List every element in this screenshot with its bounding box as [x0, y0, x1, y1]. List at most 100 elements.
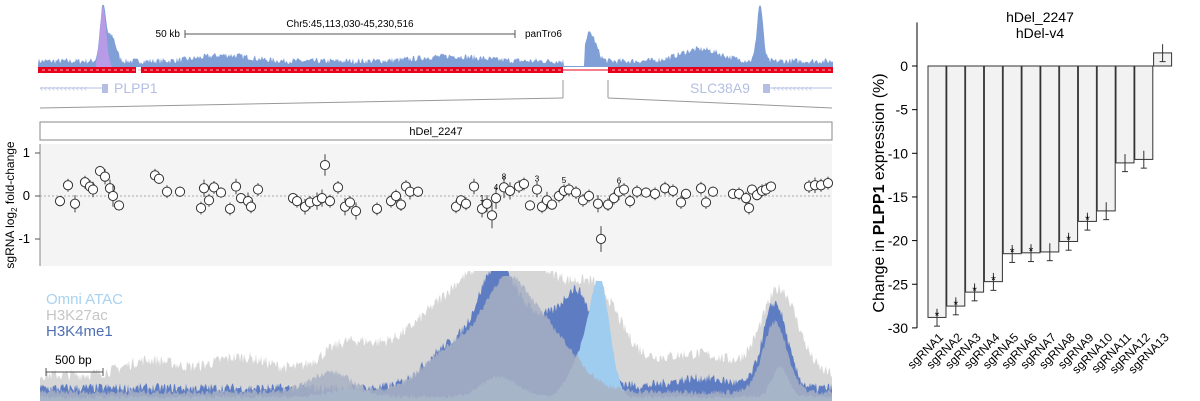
sgrna-marker [486, 210, 498, 221]
sgrna-point [524, 200, 536, 211]
sgrna-point [602, 198, 614, 212]
epigenome-tracks: Omni ATAC H3K27ac H3K4me1 500 bp [40, 271, 832, 401]
sgrna-point [174, 186, 186, 197]
sgrna-marker [680, 188, 692, 199]
gene-plpp1: ‹‹‹‹‹‹‹‹‹‹‹‹ PLPP1 [40, 80, 158, 96]
sgrna-point [153, 173, 165, 184]
sgrna-marker [707, 186, 719, 197]
sgrna-marker [740, 193, 752, 204]
sgrna-point [695, 181, 707, 195]
sgrna-marker [695, 183, 707, 194]
sgrna-point [468, 178, 480, 195]
tiling-y-axis: 1 0 -1 [18, 144, 41, 266]
sgrna-point [707, 186, 719, 197]
sgrna-marker [69, 198, 81, 209]
bar-ytick-label: -20 [888, 233, 908, 249]
sgrna-point [624, 194, 636, 208]
bar-sgRNA10 [1096, 65, 1116, 212]
svg-text:‹‹‹‹‹‹‹‹‹‹: ‹‹‹‹‹‹‹‹‹‹ [773, 83, 813, 93]
sgrna-marker [518, 178, 530, 190]
significance-star: * [1010, 245, 1015, 259]
sgrna-marker [245, 201, 257, 212]
sgrna-point [224, 202, 236, 216]
sgrna-point [765, 181, 777, 192]
sgrna-marker [54, 196, 66, 207]
tiling-y-axis-label: sgRNA log2 fold-change [3, 141, 19, 269]
sgrna-marker [468, 181, 480, 192]
sgrna-marker [252, 184, 264, 195]
sgrna-marker [570, 187, 582, 198]
bar-ytick-label: -25 [888, 276, 908, 292]
sgrna-point [570, 186, 582, 200]
svg-text:‹‹‹‹‹‹‹‹‹‹‹‹: ‹‹‹‹‹‹‹‹‹‹‹‹ [40, 83, 88, 93]
sgrna-marker [460, 198, 472, 209]
sgrna-point [113, 200, 125, 211]
sgrna-point [640, 187, 652, 198]
sgrna-point [87, 181, 99, 198]
sgrna-marker [230, 181, 242, 192]
sgrna-point [324, 194, 336, 208]
bar-ytick-label: -10 [888, 145, 908, 161]
significance-star: * [953, 298, 958, 312]
legend-omni-atac: Omni ATAC [46, 291, 123, 308]
bar-ytick-label: 0 [900, 58, 908, 74]
sgrna-point [215, 187, 227, 198]
sgrna-point [198, 179, 210, 197]
bar-ytick-label: -30 [888, 320, 908, 336]
sgrna-point [161, 185, 173, 199]
sgrna-marker [319, 159, 331, 171]
bar-marks: *sgRNA1*sgRNA2*sgRNA3*sgRNA4*sgRNA5*sgRN… [905, 44, 1173, 376]
sgrna-point [291, 194, 303, 208]
sgrna-point [252, 183, 264, 196]
bar-sgRNA1 [927, 65, 947, 318]
sgrna-point [504, 182, 516, 200]
conserved-region-bar [38, 67, 833, 73]
tiling-ytick-0: 0 [23, 188, 30, 203]
sgrna-marker [62, 180, 74, 191]
sgrna-point [319, 154, 331, 176]
significance-star: * [991, 273, 996, 287]
sgrna-marker [743, 202, 755, 214]
sgrna-marker [291, 196, 303, 207]
sgrna-marker [208, 182, 220, 193]
sgrna-marker [592, 198, 604, 209]
tiling-plot-area [40, 144, 832, 266]
sgrna-point [350, 202, 362, 220]
sgrna-marker [631, 186, 643, 197]
sgrna-marker [344, 197, 356, 208]
sgrna-point [675, 196, 687, 209]
sgrna-marker [412, 186, 424, 197]
bar-chart: hDel_2247 hDel-v4 0 -5 -10 -15 -20 -25 -30 *sg… [871, 9, 1173, 376]
bar-sgRNA5 [1002, 65, 1022, 255]
epigenome-scale-label: 500 bp [55, 353, 92, 367]
sgrna-point [740, 191, 752, 205]
bar-sgRNA9 [1077, 65, 1097, 222]
bar-sgRNA6 [1021, 65, 1041, 254]
sgrna-point [618, 183, 630, 196]
bar-sgRNA11 [1115, 65, 1135, 164]
sgrna-point [395, 198, 407, 212]
sgrna-point [208, 180, 220, 194]
zoom-lines [39, 80, 833, 109]
sgrna-marker [602, 199, 614, 210]
sgrna-marker [546, 199, 558, 210]
sgrna-point [195, 201, 207, 215]
sgrna-number-label: 5 [562, 176, 567, 185]
sgrna-marker [113, 200, 125, 211]
sgrna-marker [87, 184, 99, 195]
legend-h3k4me1: H3K4me1 [46, 323, 113, 340]
deletion-label: hDel_2247 [409, 126, 462, 138]
sgrna-marker [618, 184, 630, 195]
sgrna-marker [640, 187, 652, 198]
sgrna-marker [700, 197, 712, 208]
sgrna-point [743, 201, 755, 215]
browser-scale-bar [184, 30, 516, 38]
sgrna-marker [667, 185, 679, 196]
sgrna-point [69, 195, 81, 213]
bar-sgRNA12 [1134, 65, 1154, 160]
sgrna-marker [215, 187, 227, 198]
bar-sgRNA3 [965, 65, 985, 293]
bar-sgRNA4 [983, 65, 1003, 283]
bar-y-axis-label: Change in PLPP1 expression (%) [871, 73, 888, 312]
